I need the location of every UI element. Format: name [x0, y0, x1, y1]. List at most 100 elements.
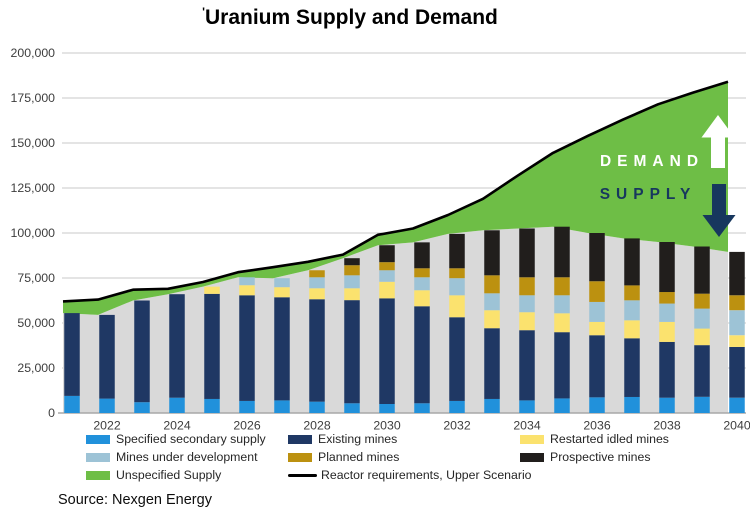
legend-column: Restarted idled mines Prospective mines	[520, 433, 669, 469]
bar-segment-restarted-idled-mines	[554, 313, 570, 333]
y-axis-label: 0	[48, 406, 55, 420]
bar-segment-existing-mines	[204, 293, 220, 399]
legend-swatch-line	[288, 474, 317, 477]
legend-label: Prospective mines	[550, 450, 651, 464]
plot-area: 0 25,000 50,000 75,000 100,000 125,000 150,000…	[11, 46, 750, 432]
bar-segment-planned-mines	[449, 268, 465, 279]
legend-column: Specified secondary supply Mines under de…	[86, 433, 266, 487]
bar-segment-mines-under-development	[589, 301, 605, 322]
bar-segment-restarted-idled-mines	[484, 310, 500, 329]
bar-segment-mines-under-development	[239, 277, 255, 286]
bar-segment-prospective-mines	[589, 233, 605, 282]
y-axis-label: 150,000	[11, 136, 56, 150]
legend-swatch-rect	[86, 453, 110, 462]
bar-segment-specified-secondary-supply	[729, 397, 745, 413]
chart-legend: Specified secondary supply Mines under de…	[0, 433, 750, 487]
bar-segment-restarted-idled-mines	[589, 321, 605, 336]
legend-item: Planned mines	[288, 451, 532, 464]
bar-segment-restarted-idled-mines	[309, 288, 325, 300]
bar-segment-specified-secondary-supply	[169, 397, 185, 413]
bar-segment-mines-under-development	[659, 303, 675, 322]
supply-annotation: SUPPLY	[600, 186, 697, 203]
bar-segment-specified-secondary-supply	[99, 398, 115, 413]
bar-segment-specified-secondary-supply	[64, 395, 80, 413]
bar-segment-mines-under-development	[729, 310, 745, 336]
bar-segment-mines-under-development	[519, 295, 535, 313]
bar-segment-specified-secondary-supply	[694, 396, 710, 413]
bar-segment-specified-secondary-supply	[239, 400, 255, 413]
bar-segment-mines-under-development	[624, 300, 640, 321]
bar-segment-specified-secondary-supply	[204, 398, 220, 413]
legend-item: Unspecified Supply	[86, 469, 266, 482]
bar-segment-prospective-mines	[694, 246, 710, 294]
bar-segment-restarted-idled-mines	[519, 312, 535, 331]
bar-segment-prospective-mines	[519, 228, 535, 278]
legend-swatch-rect	[288, 435, 312, 444]
bar-segment-specified-secondary-supply	[414, 403, 430, 413]
legend-label: Existing mines	[318, 432, 398, 446]
bar-segment-existing-mines	[169, 294, 185, 398]
bar-segment-prospective-mines	[414, 242, 430, 269]
bar-segment-restarted-idled-mines	[204, 286, 220, 294]
legend-swatch-rect	[288, 453, 312, 462]
bar-segment-existing-mines	[449, 317, 465, 401]
bar-segment-mines-under-development	[309, 277, 325, 289]
bar-segment-existing-mines	[239, 295, 255, 401]
bar-segment-existing-mines	[309, 299, 325, 402]
x-axis-label: 2024	[163, 419, 191, 433]
bar-segment-planned-mines	[519, 277, 535, 296]
demand-annotation: DEMAND	[600, 153, 704, 170]
bar-segment-restarted-idled-mines	[694, 328, 710, 346]
bar-segment-restarted-idled-mines	[344, 288, 360, 301]
bar-segment-planned-mines	[659, 292, 675, 304]
bar-segment-restarted-idled-mines	[414, 290, 430, 307]
bar-segment-existing-mines	[624, 338, 640, 397]
bar-segment-planned-mines	[484, 275, 500, 294]
bar-segment-mines-under-development	[694, 308, 710, 329]
bar-segment-restarted-idled-mines	[274, 287, 290, 298]
legend-swatch-rect	[520, 453, 544, 462]
bar-segment-planned-mines	[309, 270, 325, 278]
bar-segment-mines-under-development	[449, 278, 465, 296]
legend-column: Existing mines Planned mines Reactor requi…	[288, 433, 532, 487]
x-axis-label: 2036	[583, 419, 611, 433]
bar-segment-planned-mines	[624, 285, 640, 301]
bar-segment-specified-secondary-supply	[589, 397, 605, 413]
y-axis-label: 175,000	[11, 91, 56, 105]
x-axis-label: 2022	[93, 419, 121, 433]
demand-up-arrow	[701, 115, 735, 168]
bar-segment-specified-secondary-supply	[344, 403, 360, 413]
bar-segment-prospective-mines	[659, 242, 675, 293]
bar-segment-specified-secondary-supply	[519, 400, 535, 413]
bar-segment-existing-mines	[519, 330, 535, 401]
y-axis-label: 25,000	[17, 361, 55, 375]
legend-swatch-rect	[86, 471, 110, 480]
supply-down-arrow	[702, 184, 736, 237]
bar-segment-planned-mines	[694, 293, 710, 309]
bar-segment-restarted-idled-mines	[624, 320, 640, 339]
bar-segment-specified-secondary-supply	[274, 400, 290, 413]
bar-segment-prospective-mines	[554, 226, 570, 278]
bar-segment-planned-mines	[554, 277, 570, 296]
y-axis-label: 50,000	[17, 316, 55, 330]
bar-segment-restarted-idled-mines	[729, 335, 745, 347]
legend-swatch-rect	[86, 435, 110, 444]
bar-segment-restarted-idled-mines	[659, 321, 675, 342]
legend-label: Restarted idled mines	[550, 432, 669, 446]
bar-segment-prospective-mines	[379, 245, 395, 263]
bar-segment-specified-secondary-supply	[484, 398, 500, 413]
bar-segment-mines-under-development	[344, 275, 360, 289]
legend-item: Reactor requirements, Upper Scenario	[288, 469, 532, 482]
legend-item: Existing mines	[288, 433, 532, 446]
legend-item: Mines under development	[86, 451, 266, 464]
bar-segment-restarted-idled-mines	[379, 281, 395, 299]
reactor-requirements-line	[62, 80, 729, 303]
x-axis-label: 2038	[653, 419, 681, 433]
page-title: 'Uranium Supply and Demand	[0, 5, 700, 30]
bar-segment-prospective-mines	[344, 258, 360, 266]
x-axis-label: 2034	[513, 419, 541, 433]
bar-segment-mines-under-development	[379, 270, 395, 282]
legend-label: Specified secondary supply	[116, 432, 266, 446]
bar-segment-specified-secondary-supply	[134, 402, 150, 413]
